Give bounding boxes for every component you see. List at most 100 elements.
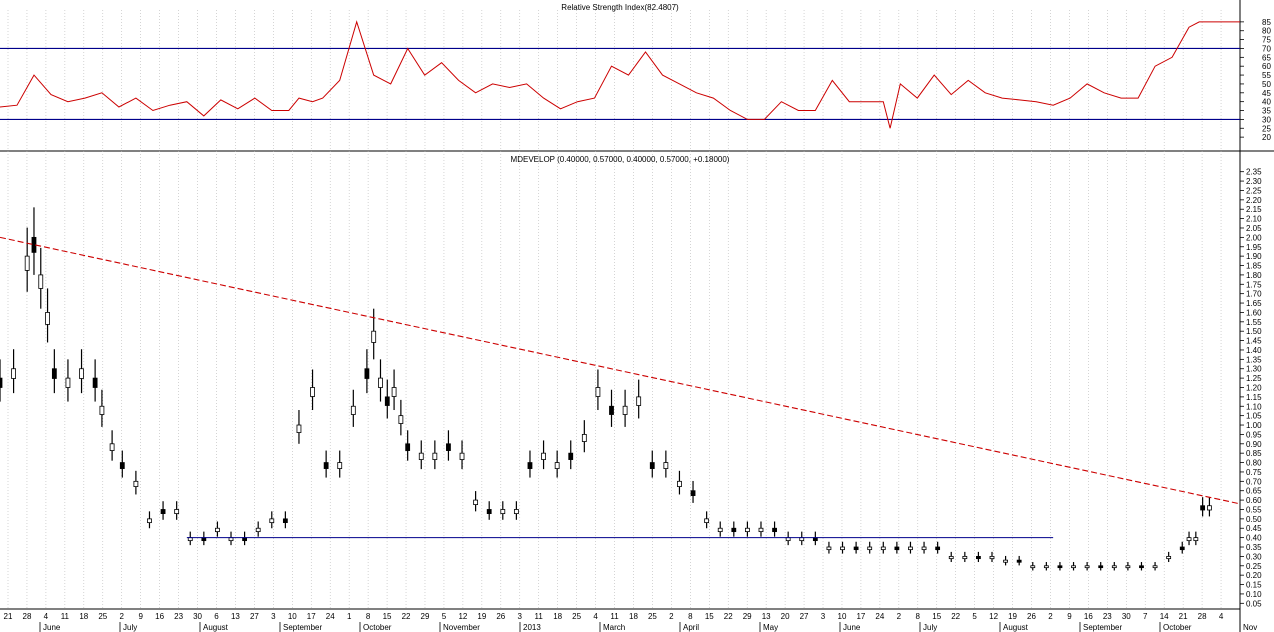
price-candle-body [1186, 537, 1192, 542]
price-candle-body [1003, 559, 1008, 563]
x-day-label: 17 [307, 612, 316, 621]
x-day-label: 27 [800, 612, 809, 621]
x-day-label: 17 [856, 612, 865, 621]
x-day-label: 3 [821, 612, 826, 621]
rsi-y-tick-label: 20 [1262, 133, 1271, 142]
x-day-label: 24 [875, 612, 884, 621]
price-candle-body [0, 377, 3, 388]
price-candle-body [867, 546, 873, 551]
price-candle-body [840, 546, 845, 551]
price-candle-body [11, 368, 16, 379]
x-day-label: 2 [119, 612, 124, 621]
price-y-tick-label: 2.00 [1246, 233, 1262, 242]
price-candle-body [147, 518, 152, 524]
x-day-label: 3 [518, 612, 523, 621]
x-day-label: 29 [743, 612, 752, 621]
price-candle-body [609, 405, 614, 415]
price-candle-body [677, 480, 682, 487]
rsi-y-tick-label: 25 [1262, 124, 1271, 133]
x-day-label: 8 [688, 612, 693, 621]
price-candle-body [500, 509, 506, 515]
price-y-tick-label: 0.15 [1246, 581, 1262, 590]
x-day-label: 30 [193, 612, 202, 621]
price-candle-body [581, 434, 587, 442]
overlay-lines [0, 236, 1241, 539]
x-day-label: 21 [4, 612, 13, 621]
price-y-tick-label: 1.95 [1246, 243, 1262, 252]
price-candle-body [109, 443, 115, 451]
price-candle-body [690, 490, 696, 496]
price-y-tick-label: 1.30 [1246, 365, 1262, 374]
x-day-label: 21 [1179, 612, 1188, 621]
price-candle-body [527, 462, 533, 469]
x-month-label: May [763, 623, 778, 632]
price-candle-body [371, 330, 377, 343]
price-candle-body [79, 368, 84, 379]
rsi-y-tick-label: 30 [1262, 115, 1271, 124]
x-axis: 21 28 4 11 18 25 2 9 16 23 30 6 13 27 3 10 17 24 1 8 15 22 29 5… [4, 612, 1257, 632]
x-day-label: 29 [421, 612, 430, 621]
price-y-tick-label: 2.15 [1246, 205, 1262, 214]
price-candle-body [989, 555, 995, 560]
x-day-label: 19 [477, 612, 486, 621]
price-candle-body [119, 462, 125, 469]
price-candle-body [296, 424, 302, 433]
price-candle-body [459, 452, 465, 460]
price-candle-body [1125, 565, 1131, 569]
price-bars [0, 207, 1212, 571]
price-candle-body [1111, 565, 1117, 569]
price-y-tick-label: 0.70 [1246, 477, 1262, 486]
x-day-label: 12 [989, 612, 998, 621]
price-y-tick-label: 1.45 [1246, 337, 1262, 346]
price-candle-body [99, 405, 105, 415]
price-candle-body [541, 452, 546, 460]
x-day-label: 10 [288, 612, 297, 621]
x-day-label: 2 [897, 612, 902, 621]
x-day-label: 18 [553, 612, 562, 621]
rsi-y-tick-label: 40 [1262, 98, 1271, 107]
x-day-label: 15 [383, 612, 392, 621]
x-day-label: 30 [1122, 612, 1131, 621]
price-y-tick-label: 0.35 [1246, 543, 1262, 552]
rsi-y-tick-label: 45 [1262, 89, 1271, 98]
x-day-label: 2 [1048, 612, 1053, 621]
x-day-label: 8 [366, 612, 371, 621]
rsi-band-lines [0, 47, 1240, 120]
x-day-label: 24 [326, 612, 335, 621]
price-candle-body [772, 527, 777, 533]
price-y-tick-label: 2.20 [1246, 196, 1262, 205]
x-day-label: 26 [496, 612, 505, 621]
price-candle-body [1084, 565, 1090, 569]
x-day-label: 26 [1027, 612, 1036, 621]
x-day-label: 20 [781, 612, 790, 621]
x-month-label: 2013 [523, 623, 541, 632]
price-y-tick-label: 1.85 [1246, 262, 1262, 271]
x-day-label: 4 [593, 612, 598, 621]
price-candle-body [1098, 565, 1104, 569]
price-y-tick-label: 1.65 [1246, 299, 1262, 308]
x-day-label: 23 [1103, 612, 1112, 621]
price-candle-body [622, 405, 628, 415]
price-y-tick-label: 0.85 [1246, 449, 1262, 458]
price-candle-body [948, 555, 954, 560]
price-y-tick-label: 0.55 [1246, 505, 1262, 514]
rsi-y-tick-label: 55 [1262, 71, 1271, 80]
price-y-tick-label: 1.55 [1246, 318, 1262, 327]
price-candle-body [962, 555, 968, 560]
x-day-label: 4 [1219, 612, 1224, 621]
x-day-label: 18 [79, 612, 88, 621]
x-day-label: 6 [214, 612, 219, 621]
price-y-tick-label: 0.25 [1246, 562, 1262, 571]
price-y-tick-label: 1.40 [1246, 346, 1262, 355]
price-candle-body [744, 527, 750, 533]
price-candle-body [391, 387, 397, 397]
x-day-label: 22 [402, 612, 411, 621]
rsi-line [0, 20, 1240, 129]
price-y-tick-label: 2.25 [1246, 186, 1262, 195]
price-candle-body [133, 480, 139, 487]
x-day-label: 11 [535, 612, 544, 621]
price-candle-body [1139, 565, 1144, 569]
price-candle-body [853, 546, 859, 551]
price-y-tick-label: 0.90 [1246, 440, 1262, 449]
